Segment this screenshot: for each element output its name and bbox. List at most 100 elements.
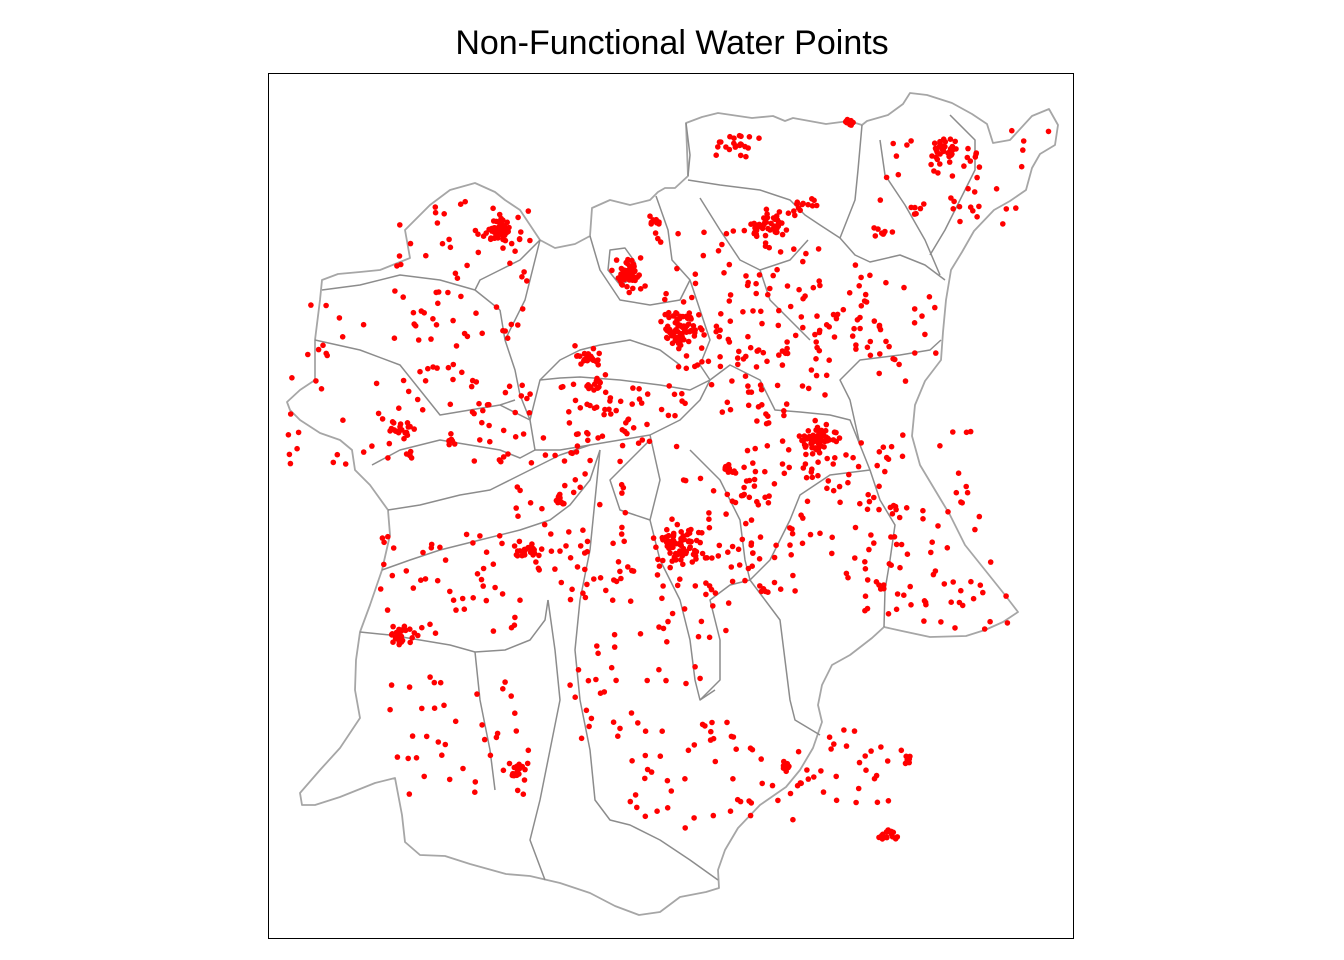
water-point-dot: [880, 836, 886, 842]
water-point-dot: [432, 705, 438, 711]
water-point-dot: [725, 492, 731, 498]
water-point-dot: [433, 210, 439, 216]
water-point-dot: [512, 248, 518, 254]
water-point-dot: [707, 635, 713, 641]
water-point-dot: [573, 477, 579, 483]
water-point-dot: [591, 346, 597, 352]
water-point-dot: [448, 431, 454, 437]
water-point-dot: [1020, 147, 1026, 153]
water-point-dot: [945, 509, 951, 515]
water-point-dot: [829, 535, 835, 541]
water-point-dot: [730, 579, 736, 585]
water-point-dot: [529, 460, 535, 466]
water-point-dot: [759, 321, 765, 327]
water-point-dot: [872, 318, 878, 324]
water-point-dot: [629, 568, 635, 574]
water-point-dot: [675, 522, 681, 528]
water-point-dot: [799, 314, 805, 320]
water-point-dot: [619, 531, 625, 537]
water-point-dot: [786, 447, 792, 453]
water-point-dot: [796, 287, 802, 293]
water-point-dot: [479, 722, 485, 728]
water-point-dot: [450, 318, 456, 324]
water-point-dot: [681, 537, 687, 543]
water-point-dot: [783, 769, 789, 775]
water-point-dot: [436, 739, 442, 745]
water-point-dot: [287, 452, 293, 458]
water-point-dot: [678, 331, 684, 337]
water-point-dot: [857, 760, 863, 766]
water-point-dot: [871, 495, 877, 501]
water-point-dot: [629, 758, 635, 764]
water-point-dot: [827, 734, 833, 740]
water-point-dot: [811, 774, 817, 780]
water-point-dot: [443, 557, 449, 563]
water-point-dot: [761, 222, 767, 228]
water-point-dot: [756, 347, 762, 353]
water-point-dot: [591, 576, 597, 582]
water-point-dot: [586, 724, 592, 730]
water-point-dot: [744, 478, 750, 484]
water-point-dot: [473, 310, 479, 316]
water-point-dot: [515, 513, 521, 519]
water-point-dot: [527, 410, 533, 416]
water-point-dot: [965, 146, 971, 152]
water-point-dot: [563, 543, 569, 549]
water-point-dot: [908, 205, 914, 211]
water-point-dot: [905, 551, 911, 557]
water-point-dot: [856, 786, 862, 792]
water-point-dot: [684, 366, 690, 372]
water-point-dot: [896, 172, 902, 178]
water-point-dot: [749, 517, 755, 523]
water-point-dot: [643, 753, 649, 759]
water-point-dot: [407, 684, 413, 690]
water-point-dot: [417, 369, 423, 375]
water-point-dot: [753, 291, 759, 297]
water-point-dot: [1019, 164, 1025, 170]
water-point-dot: [665, 778, 671, 784]
water-point-dot: [942, 581, 948, 587]
water-point-dot: [286, 432, 292, 438]
water-point-dot: [623, 260, 629, 266]
water-point-dot: [651, 535, 657, 541]
water-point-dot: [404, 568, 410, 574]
water-point-dot: [677, 576, 683, 582]
water-point-dot: [881, 444, 887, 450]
water-point-dot: [950, 173, 956, 179]
water-point-dot: [673, 551, 679, 557]
water-point-dot: [423, 253, 429, 259]
water-point-dot: [903, 378, 909, 384]
water-point-dot: [810, 203, 816, 209]
water-point-dot: [875, 800, 881, 806]
water-point-dot: [562, 483, 568, 489]
water-point-dot: [374, 381, 380, 387]
water-point-dot: [603, 588, 609, 594]
water-point-dot: [672, 392, 678, 398]
water-point-dot: [593, 677, 599, 683]
water-point-dot: [729, 564, 735, 570]
water-point-dot: [881, 231, 887, 237]
water-point-dot: [433, 204, 439, 210]
water-point-dot: [688, 539, 694, 545]
water-point-dot: [473, 779, 479, 785]
water-point-dot: [778, 586, 784, 592]
water-point-dot: [758, 382, 764, 388]
water-point-dot: [959, 500, 965, 506]
water-point-dot: [699, 359, 705, 365]
water-point-dot: [745, 383, 751, 389]
water-point-dot: [577, 353, 583, 359]
water-point-dot: [664, 335, 670, 341]
water-point-dot: [762, 469, 768, 475]
water-point-dot: [800, 201, 806, 207]
water-point-dot: [669, 788, 675, 794]
water-point-dot: [549, 548, 555, 554]
water-point-dot: [825, 438, 831, 444]
water-point-dot: [340, 417, 346, 423]
water-point-dot: [928, 162, 934, 168]
water-point-dot: [876, 507, 882, 513]
water-point-dot: [406, 389, 412, 395]
water-point-dot: [723, 628, 729, 634]
water-point-dot: [727, 262, 733, 268]
water-point-dot: [513, 505, 519, 511]
water-point-dot: [774, 267, 780, 273]
